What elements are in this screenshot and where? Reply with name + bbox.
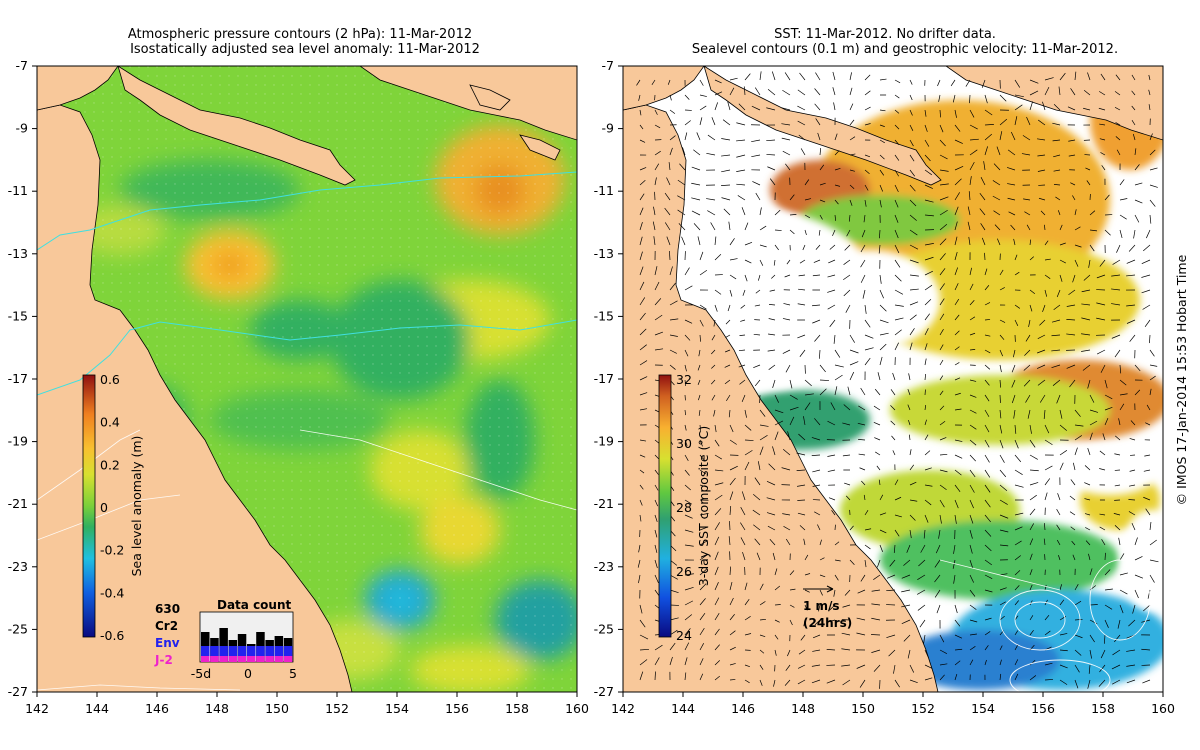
sla-colorbar-tick: 0 xyxy=(100,500,108,515)
left-ytick: -25 xyxy=(8,621,28,636)
australia-land xyxy=(37,104,353,692)
sla-colorbar: 0.6 0.4 0.2 0 -0.2 -0.4 -0.6 Sea level anomaly… xyxy=(82,372,144,643)
right-ytick: -11 xyxy=(594,183,614,198)
left-ytick: -7 xyxy=(16,58,28,73)
right-ytick: -19 xyxy=(594,434,614,449)
right-xtick: 160 xyxy=(1151,701,1175,716)
right-xtick: 156 xyxy=(1031,701,1055,716)
data-count-title: Data count xyxy=(217,598,292,612)
left-xtick: 148 xyxy=(205,701,229,716)
right-xtick: 144 xyxy=(671,701,695,716)
right-ytick: -27 xyxy=(594,684,614,699)
left-ytick: -13 xyxy=(8,246,28,261)
left-xtick: 158 xyxy=(505,701,529,716)
data-count-xtick-1: 0 xyxy=(244,666,252,681)
credit-text: © IMOS 17-Jan-2014 15:53 Hobart Time xyxy=(1174,254,1189,505)
cape-york-land xyxy=(37,66,119,111)
left-ytick: -9 xyxy=(16,121,29,136)
right-xtick: 158 xyxy=(1091,701,1115,716)
velocity-scale-value: 1 m/s xyxy=(803,599,840,613)
data-count-legend-cr2: Cr2 xyxy=(155,619,178,633)
right-ytick: -21 xyxy=(594,496,614,511)
right-xtick: 150 xyxy=(851,701,875,716)
right-title-line2: Sealevel contours (0.1 m) and geostrophi… xyxy=(692,42,1118,57)
data-count-total: 630 xyxy=(155,602,180,616)
left-xtick: 152 xyxy=(325,701,349,716)
sst-colorbar-tick: 30 xyxy=(676,436,692,451)
right-xtick: 154 xyxy=(971,701,995,716)
right-ytick: -23 xyxy=(594,559,614,574)
sla-colorbar-label: Sea level anomaly (m) xyxy=(129,436,144,577)
sla-colorbar-tick: -0.6 xyxy=(100,628,124,643)
sla-colorbar-tick: -0.4 xyxy=(100,585,124,600)
sst-colorbar-tick: 26 xyxy=(676,564,692,579)
data-count-xtick-0: -5d xyxy=(191,666,211,681)
right-title-line1: SST: 11-Mar-2012. No drifter data. xyxy=(774,27,996,42)
velocity-arrows xyxy=(636,71,1159,689)
sla-colorbar-tick: 0.2 xyxy=(100,457,120,472)
left-ytick: -17 xyxy=(8,371,28,386)
right-ytick: -13 xyxy=(594,246,614,261)
left-ytick: -27 xyxy=(8,684,28,699)
right-xtick: 142 xyxy=(611,701,635,716)
sst-colorbar-tick: 24 xyxy=(676,628,692,643)
right-xtick: 148 xyxy=(791,701,815,716)
right-map: SST: 11-Mar-2012. No drifter data. Seale… xyxy=(594,27,1189,716)
sst-colorbar-tick: 32 xyxy=(676,372,692,387)
sla-colorbar-tick: -0.2 xyxy=(100,543,124,558)
data-count-inset xyxy=(199,611,294,663)
left-ytick: -21 xyxy=(8,496,28,511)
data-count-legend-env: Env xyxy=(155,636,180,650)
left-xtick: 150 xyxy=(265,701,289,716)
sla-colorbar-tick: 0.6 xyxy=(100,372,120,387)
sst-colorbar: 32 30 28 26 24 3-day SST composite (°C) xyxy=(658,372,711,643)
left-xtick: 156 xyxy=(445,701,469,716)
velocity-scale: 1 m/s (24hrs) xyxy=(803,585,852,630)
left-title-line1: Atmospheric pressure contours (2 hPa): 1… xyxy=(128,27,472,42)
new-guinea-land xyxy=(117,66,356,186)
data-count-legend-j2: J-2 xyxy=(154,653,173,667)
sst-colorbar-label: 3-day SST composite (°C) xyxy=(696,426,711,586)
right-xtick: 146 xyxy=(731,701,755,716)
left-xtick: 142 xyxy=(25,701,49,716)
velocity-scale-period: (24hrs) xyxy=(803,616,852,630)
left-xtick: 146 xyxy=(145,701,169,716)
right-ytick: -15 xyxy=(594,308,614,323)
right-xtick: 152 xyxy=(911,701,935,716)
data-count-xtick-2: 5 xyxy=(289,666,297,681)
left-ytick: -15 xyxy=(8,308,28,323)
right-ytick: -7 xyxy=(602,58,614,73)
left-xtick: 154 xyxy=(385,701,409,716)
sealevel-contours xyxy=(939,559,1151,692)
left-xtick: 144 xyxy=(85,701,109,716)
left-ytick: -23 xyxy=(8,559,28,574)
pressure-contours xyxy=(37,171,577,396)
right-ytick: -25 xyxy=(594,621,614,636)
right-ytick: -9 xyxy=(602,121,615,136)
left-ytick: -19 xyxy=(8,434,28,449)
left-ytick: -11 xyxy=(8,183,28,198)
sla-colorbar-tick: 0.4 xyxy=(100,415,120,430)
left-title-line2: Isostatically adjusted sea level anomaly… xyxy=(130,42,480,57)
right-ytick: -17 xyxy=(594,371,614,386)
sst-colorbar-tick: 28 xyxy=(676,500,692,515)
left-map: Atmospheric pressure contours (2 hPa): 1… xyxy=(8,27,589,716)
left-xtick: 160 xyxy=(565,701,589,716)
